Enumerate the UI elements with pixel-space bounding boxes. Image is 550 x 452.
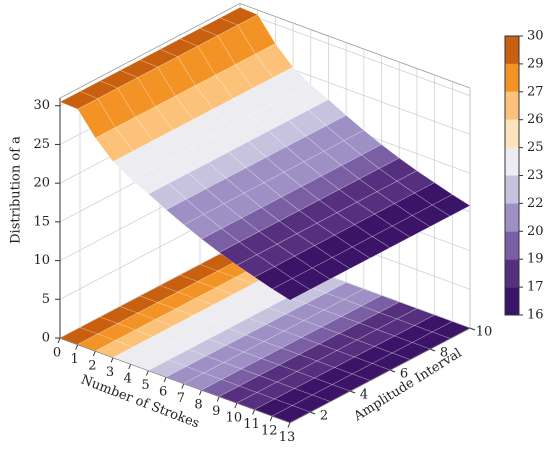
x-tick-label: 4 [124,372,132,387]
x-tick-label: 0 [53,346,61,361]
y-tick [389,369,396,373]
colorbar-tick-label: 22 [527,196,544,211]
x-tick [145,370,149,376]
surface-patch [391,215,431,238]
y-tick [429,348,436,352]
colorbar-tick-label: 16 [527,308,544,323]
colorbar-band [505,231,519,260]
y-tick-label: 6 [400,367,408,382]
x-tick [57,337,61,344]
x-tick-label: 3 [106,365,114,380]
y-tick [349,390,356,394]
colorbar-band [505,36,519,64]
colorbar-band [505,147,519,176]
x-tick-label: 1 [71,352,79,367]
x-tick [128,363,132,370]
z-tick-label: 0 [42,331,50,346]
surface-patch [431,194,471,217]
colorbar-tick-label: 29 [527,56,544,71]
y-tick-label: 2 [320,409,328,424]
x-tick-label: 12 [261,424,278,439]
x-tick [92,350,96,357]
y-tick [309,411,316,415]
colorbar-tick-label: 19 [527,252,544,267]
y-tick-label: 10 [476,325,493,340]
colorbar-tick-label: 27 [527,84,544,99]
z-tick-label: 30 [33,98,50,113]
x-tick-label: 9 [212,404,220,419]
z-tick-label: 15 [33,214,50,229]
colorbar-band [505,91,519,120]
x-tick [199,389,203,396]
colorbar-band [505,287,519,315]
z-axis-label: Distribution of a [9,136,24,244]
z-tick-label: 10 [33,253,50,268]
colorbar-tick-label: 23 [527,168,544,183]
x-tick-label: 6 [159,385,167,400]
z-tick-label: 5 [42,292,50,307]
x-tick [216,396,220,402]
x-tick-label: 11 [243,417,260,432]
x-tick [252,409,256,415]
x-tick [75,344,79,350]
surface-patch [271,278,311,301]
surface-patch [331,246,371,270]
z-tick-label: 20 [33,176,50,191]
colorbar-band [505,203,519,232]
colorbar-tick-label: 26 [527,112,544,127]
x-tick [181,383,185,389]
y-tick [469,327,476,331]
colorbar-band [505,175,519,204]
surface-patch [311,257,351,280]
x-tick-label: 13 [279,430,296,445]
surface-patch [371,225,411,249]
x-tick [234,402,238,409]
colorbar-band [505,63,519,92]
x-tick [269,415,273,422]
surface-patch [291,267,331,291]
x-tick [163,376,167,383]
y-tick-label: 4 [360,388,368,403]
x-tick-label: 7 [177,391,185,406]
colorbar-tick-label: 17 [527,280,544,295]
surface-patch [351,236,391,259]
floor-projection [271,405,311,423]
colorbar-tick-label: 25 [527,140,544,155]
x-tick [110,357,114,363]
colorbar-tick-label: 20 [527,224,544,239]
x-tick-label: 2 [88,359,96,374]
x-tick-label: 5 [141,378,149,393]
x-tick-label: 10 [226,411,243,426]
z-tick-label: 25 [33,137,50,152]
colorbar-band [505,259,519,288]
x-tick-label: 8 [194,398,202,413]
y-tick-label: 8 [440,346,448,361]
surface-patch [411,204,451,228]
x-tick [287,422,291,428]
colorbar-band [505,119,519,148]
colorbar-tick-label: 30 [527,29,544,44]
